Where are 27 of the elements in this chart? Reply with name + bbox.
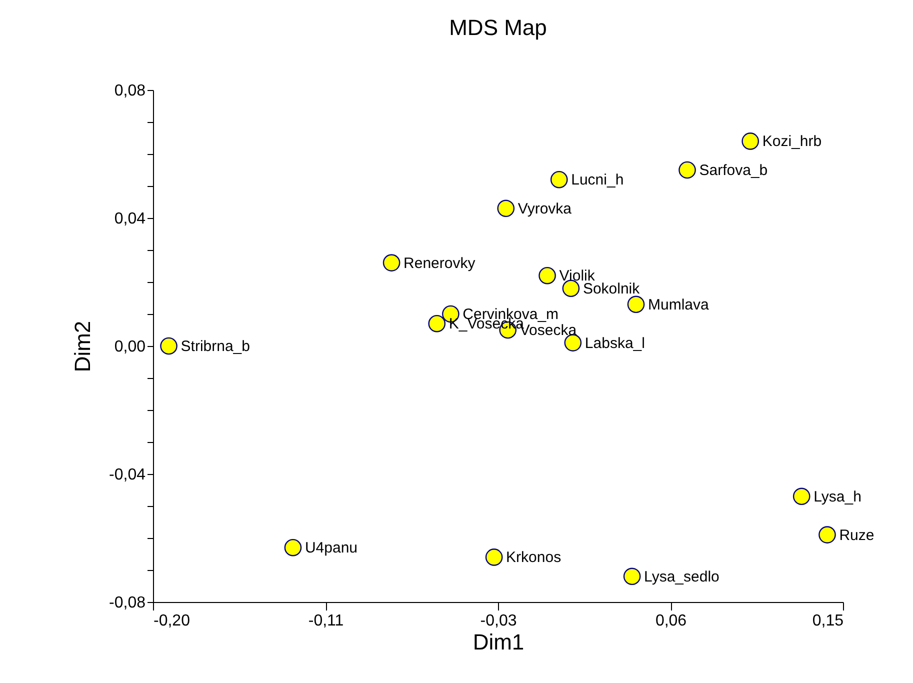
annotation: Lysa_h: [814, 488, 862, 506]
y-tick-label: 0,04: [114, 210, 146, 228]
y-tick-label: -0,08: [109, 594, 146, 612]
annotation: Labska_l: [584, 334, 645, 352]
x-tick-label: -0,03: [480, 612, 517, 630]
y-tick-label: 0,08: [114, 82, 146, 100]
annotation: Sarfova_b: [699, 162, 768, 179]
x-axis-title: Dim1: [472, 630, 524, 654]
annotation: Lysa_sedlo: [644, 568, 720, 586]
annotation: Krkonos: [506, 549, 562, 566]
annotation: Sokolnik: [582, 280, 640, 298]
y-tick-label: -0,04: [109, 466, 146, 484]
annotation: U4panu: [304, 540, 358, 557]
annotation: Mumlava: [648, 296, 710, 314]
annotation: Vyrovka: [518, 200, 572, 218]
annotation: Kozi_hrb: [762, 133, 822, 150]
chart-title: MDS Map: [449, 15, 547, 40]
annotation: Stribrna_b: [180, 338, 250, 355]
y-axis-title: Dim2: [70, 320, 96, 372]
x-tick-label: 0,15: [812, 612, 844, 630]
x-tick-label: 0,06: [655, 612, 687, 630]
annotation: Lucni_h: [571, 172, 624, 189]
annotation: Ruze: [839, 526, 874, 544]
x-tick-label: -0,11: [308, 612, 344, 630]
x-tick-label: -0,20: [154, 612, 190, 630]
y-tick-label: 0,00: [114, 338, 146, 356]
annotation: Renerovky: [404, 254, 476, 272]
